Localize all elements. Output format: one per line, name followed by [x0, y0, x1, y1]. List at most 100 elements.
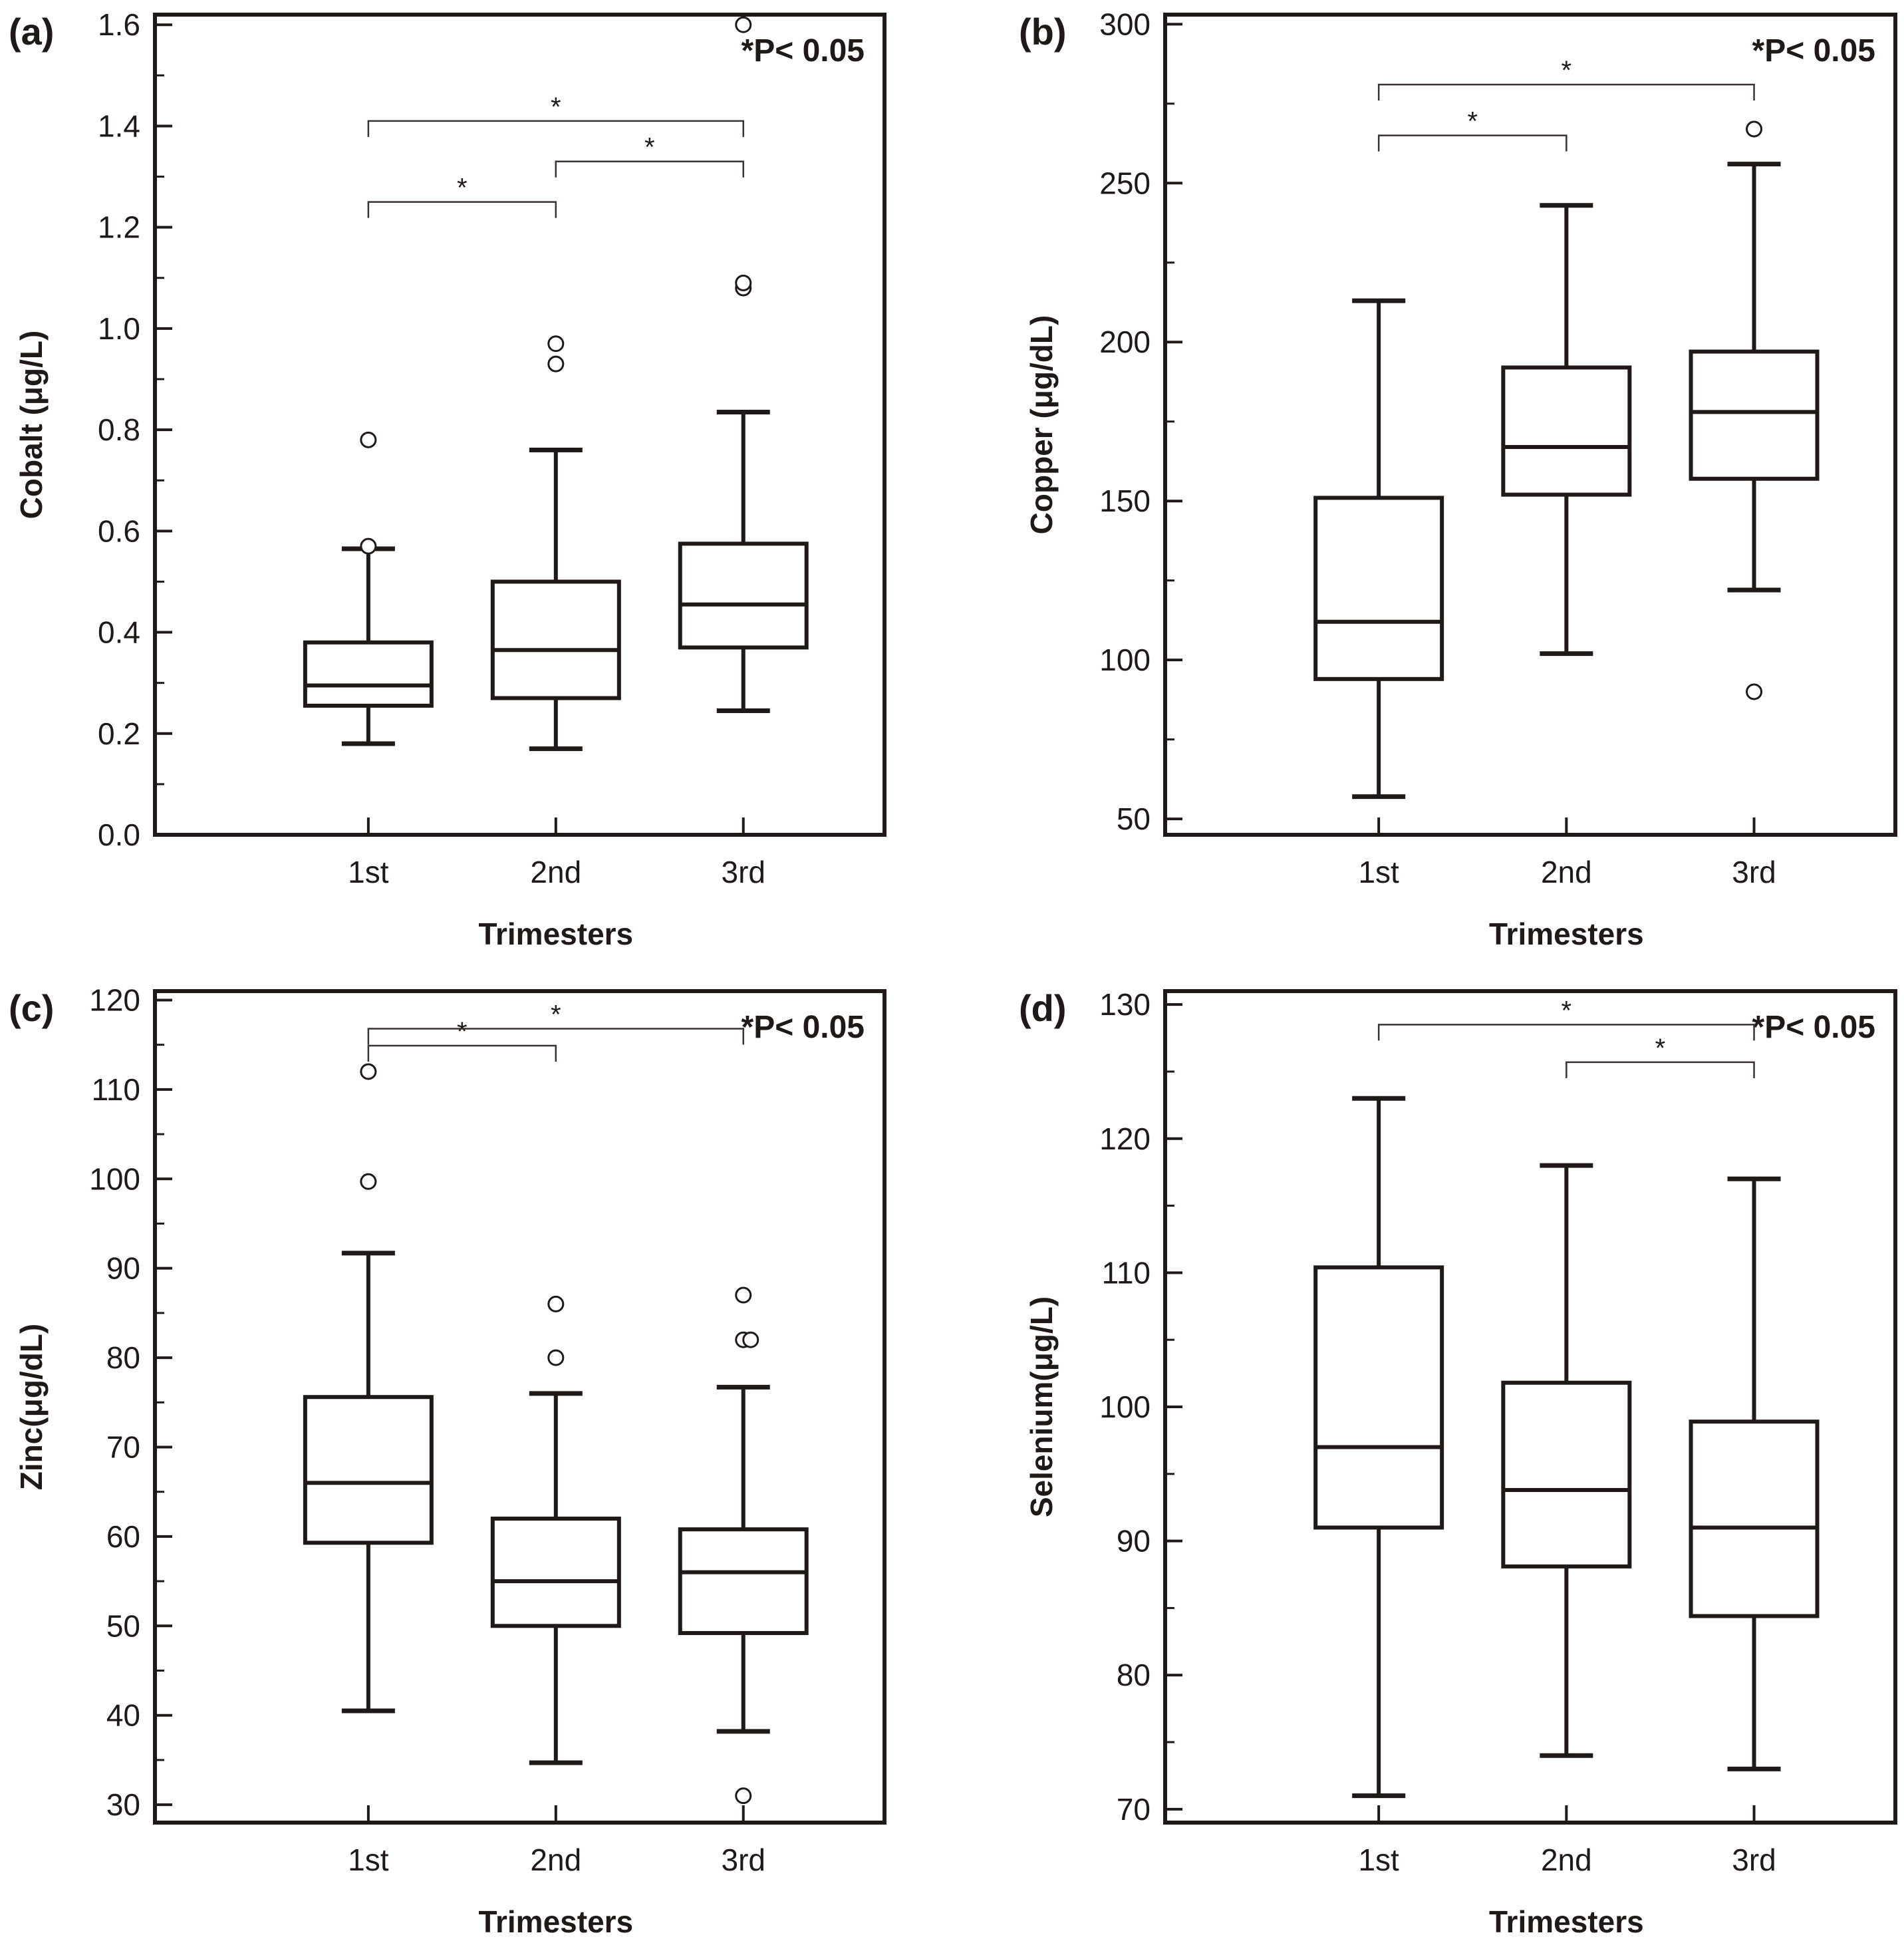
- box-3rd: [1689, 120, 1820, 700]
- x-axis-title: Trimesters: [1489, 1904, 1644, 1939]
- y-tick-label: 130: [1099, 987, 1151, 1022]
- y-tick-label: 80: [1117, 1658, 1151, 1692]
- outlier-point: [360, 537, 377, 555]
- significance-note: *P< 0.05: [742, 1010, 865, 1045]
- outlier-point: [735, 1787, 752, 1805]
- box-iqr: [303, 640, 434, 708]
- y-tick-label: 30: [106, 1787, 140, 1822]
- bracket-star: *: [551, 92, 561, 122]
- y-tick-label: 90: [106, 1251, 140, 1286]
- y-axis-title: Copper (μg/dL): [1024, 315, 1059, 535]
- panel-label: (d): [1019, 987, 1067, 1029]
- y-tick-label: 0.2: [98, 716, 140, 751]
- y-tick-label: 40: [106, 1698, 140, 1733]
- significance-bracket: *: [555, 133, 744, 178]
- x-tick-label: 3rd: [1732, 1843, 1776, 1877]
- y-tick-label: 50: [1117, 802, 1151, 836]
- significance-bracket: *: [367, 1017, 557, 1062]
- y-tick-label: 90: [1117, 1524, 1151, 1559]
- significance-note: *P< 0.05: [1752, 1010, 1875, 1045]
- box-iqr: [1689, 1419, 1820, 1618]
- bracket-line: [367, 1028, 744, 1045]
- bracket-line: [1565, 1061, 1755, 1078]
- significance-bracket: *: [367, 92, 744, 137]
- x-tick-label: 3rd: [721, 1843, 765, 1877]
- box-iqr: [678, 1527, 809, 1636]
- bracket-line: [1377, 134, 1567, 152]
- y-axis-title: Cobalt (μg/L): [14, 331, 49, 520]
- x-tick-label: 1st: [1358, 855, 1399, 889]
- outlier-point: [360, 1063, 377, 1080]
- y-tick-label: 200: [1099, 325, 1151, 359]
- significance-bracket: *: [1377, 56, 1755, 101]
- outlier-point: [1746, 683, 1763, 700]
- panel-label: (c): [9, 987, 54, 1029]
- y-tick-label: 0.6: [98, 514, 140, 548]
- bracket-line: [555, 160, 744, 178]
- y-tick-label: 120: [1099, 1121, 1151, 1156]
- bracket-line: [367, 1044, 557, 1062]
- outlier-point: [547, 1349, 565, 1366]
- y-tick-label: 1.6: [98, 7, 140, 42]
- box-iqr: [1689, 349, 1820, 481]
- significance-bracket: *: [367, 1000, 744, 1045]
- y-axis-title: Zinc(μg/dL): [14, 1324, 49, 1490]
- box-2nd: [490, 335, 621, 752]
- y-tick-label: 250: [1099, 166, 1151, 200]
- outlier-point: [735, 1286, 752, 1304]
- bracket-star: *: [1562, 996, 1572, 1025]
- outlier-point: [1746, 120, 1763, 138]
- box-1st: [303, 431, 434, 746]
- bracket-star: *: [551, 1000, 561, 1029]
- x-tick-label: 3rd: [721, 855, 765, 889]
- significance-note: *P< 0.05: [1752, 33, 1875, 69]
- x-tick-label: 2nd: [530, 855, 581, 889]
- x-tick-label: 1st: [348, 1843, 389, 1877]
- y-tick-label: 0.8: [98, 412, 140, 447]
- y-tick-label: 150: [1099, 484, 1151, 518]
- panel-label: (b): [1019, 11, 1067, 53]
- bracket-line: [367, 201, 557, 218]
- box-iqr: [1313, 1265, 1444, 1530]
- box-iqr: [490, 1517, 621, 1628]
- x-tick-label: 3rd: [1732, 855, 1776, 889]
- panel-b: (b) 50 100 150 200 250 300 Copper (μg/dL) 1st 2nd…: [1019, 7, 1897, 951]
- y-tick-label: 100: [1099, 643, 1151, 677]
- box-1st: [1313, 298, 1444, 800]
- significance-bracket: *: [1377, 996, 1755, 1041]
- y-tick-label: 110: [92, 1072, 140, 1107]
- box-iqr: [490, 579, 621, 700]
- outlier-point: [547, 335, 565, 353]
- box-iqr: [678, 541, 809, 650]
- box-1st: [1313, 1096, 1444, 1799]
- box-iqr: [303, 1395, 434, 1545]
- x-tick-label: 2nd: [530, 1843, 581, 1877]
- box-2nd: [1501, 1163, 1632, 1758]
- bracket-line: [1377, 83, 1755, 101]
- panel-d: (d) 70 80 90 100 110 120 130 Selenium(μg/L) 1st 2n…: [1019, 987, 1897, 1939]
- plot-frame: [153, 13, 886, 837]
- y-tick-label: 120: [89, 982, 140, 1017]
- y-tick-label: 100: [89, 1161, 140, 1196]
- panel-label: (a): [9, 11, 54, 53]
- box-1st: [303, 1063, 434, 1714]
- y-tick-label: 1.4: [98, 108, 140, 143]
- y-tick-label: 50: [106, 1608, 140, 1643]
- y-tick-label: 0.0: [98, 818, 140, 852]
- bracket-star: *: [457, 1017, 468, 1046]
- y-tick-label: 70: [106, 1429, 140, 1464]
- significance-bracket: *: [1377, 107, 1567, 152]
- bracket-star: *: [1467, 107, 1478, 136]
- y-tick-label: 60: [106, 1519, 140, 1554]
- box-iqr: [1501, 365, 1632, 497]
- outlier-point: [360, 1173, 377, 1190]
- outlier-point: [735, 16, 752, 33]
- outlier-point: [360, 431, 377, 448]
- box-iqr: [1313, 496, 1444, 681]
- x-axis-title: Trimesters: [478, 1904, 633, 1939]
- bracket-star: *: [457, 174, 468, 203]
- y-tick-label: 80: [106, 1340, 140, 1375]
- box-2nd: [1501, 203, 1632, 657]
- x-axis-title: Trimesters: [1489, 917, 1644, 951]
